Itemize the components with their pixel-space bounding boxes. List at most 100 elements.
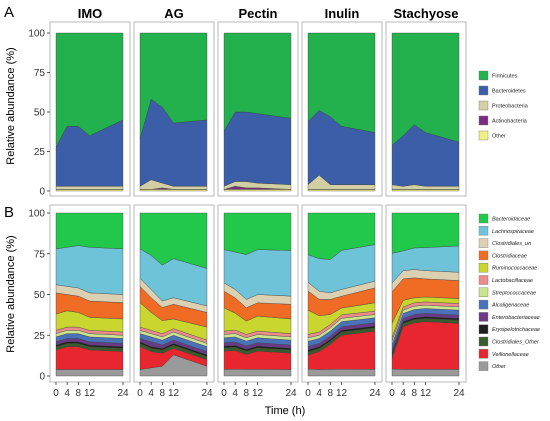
y-tick-b-75: 75 — [34, 249, 46, 260]
x-tick-imo-4: 4 — [64, 388, 70, 399]
legend-swatch-a-proteobacteria — [478, 100, 489, 111]
x-tick-pectin-4: 4 — [232, 388, 238, 399]
legend-label-b-clostridiales-other: Clostridiales_Other — [492, 340, 540, 346]
y-tick-b-0: 0 — [39, 372, 45, 383]
legend-label-b-veillonellaceae: Veillonellaceae — [492, 352, 529, 358]
facet-title-ag: AG — [164, 6, 184, 21]
x-tick-ag-8: 8 — [160, 388, 166, 399]
x-tick-ag-0: 0 — [137, 388, 143, 399]
facet-title-imo: IMO — [78, 6, 103, 21]
facet-title-pectin: Pectin — [238, 6, 277, 21]
area-a-stachyose-other — [391, 189, 460, 192]
y-tick-a-75: 75 — [34, 68, 46, 79]
panel-b: 0 4 8 12 24 0 4 8 12 24 0 4 8 12 24 0 4 8 12 24 0 4 8 12 2402550… — [28, 204, 467, 399]
area-b-stachyose-other — [391, 368, 460, 377]
x-tick-inulin-4: 4 — [316, 388, 322, 399]
legend-swatch-b-erysipelotrichaceae — [478, 324, 489, 334]
legend-swatch-b-bacteroidaceae — [478, 213, 489, 224]
legend-label-b-erysipelotrichaceae: Erysipelotrichaceae — [492, 327, 540, 333]
x-tick-pectin-24: 24 — [285, 388, 297, 399]
panel-label-b: B — [4, 204, 14, 221]
area-a-inulin-other — [307, 189, 376, 192]
area-a-ag-firmicutes — [139, 32, 208, 139]
legend-swatch-b-alcaligenaceae — [478, 299, 489, 310]
x-tick-ag-24: 24 — [201, 388, 213, 399]
y-tick-a-25: 25 — [34, 147, 46, 158]
area-b-imo-bacteroidaceae — [55, 212, 124, 250]
legend-swatch-b-ruminococcaceae — [478, 263, 489, 273]
facet-title-stachyose: Stachyose — [393, 6, 458, 21]
legend-swatch-b-lactobacillaceae — [478, 275, 489, 285]
area-b-inulin-bacteroidaceae — [307, 212, 376, 260]
x-tick-stachyose-12: 12 — [420, 388, 432, 399]
area-a-imo-firmicutes — [55, 32, 124, 147]
x-tick-inulin-12: 12 — [336, 388, 348, 399]
legend-label-a-proteobacteria: Proteobacteria — [492, 104, 529, 110]
y-tick-b-100: 100 — [28, 209, 45, 220]
legend-label-a-firmicutes: Firmicutes — [492, 74, 518, 80]
x-tick-imo-8: 8 — [76, 388, 82, 399]
x-tick-ag-4: 4 — [148, 388, 154, 399]
x-tick-inulin-8: 8 — [328, 388, 334, 399]
x-tick-stachyose-8: 8 — [412, 388, 418, 399]
x-tick-pectin-0: 0 — [221, 388, 227, 399]
x-tick-stachyose-0: 0 — [389, 388, 395, 399]
y-tick-a-100: 100 — [28, 29, 45, 40]
legend-label-b-alcaligenaceae: Alcaligenaceae — [491, 303, 529, 309]
y-tick-b-25: 25 — [34, 331, 46, 342]
legend-swatch-b-streptococcaceae — [478, 287, 489, 297]
y-tick-a-0: 0 — [39, 187, 45, 198]
legend-swatch-b-lachnospiraceae — [478, 226, 489, 236]
x-tick-imo-12: 12 — [84, 388, 96, 399]
x-tick-pectin-8: 8 — [244, 388, 250, 399]
legend-swatch-b-enterobacteriaceae — [478, 312, 489, 322]
legend-label-b-lachnospiraceae: Lachnospiraceae — [492, 229, 534, 235]
legend-swatch-b-other — [478, 361, 489, 371]
x-tick-inulin-0: 0 — [305, 388, 311, 399]
legend-b: Bacteroidaceae Lachnospiraceae Clostridial… — [478, 213, 540, 371]
legend-swatch-a-firmicutes — [478, 70, 489, 81]
facet-titles: IMO AG Pectin Inulin Stachyose — [78, 6, 459, 21]
legend-swatch-b-clostridiales-other — [478, 336, 489, 347]
area-b-ag-bacteroidaceae — [139, 212, 208, 269]
area-a-stachyose-firmicutes — [391, 32, 460, 146]
area-a-pectin-firmicutes — [223, 32, 292, 132]
legend-label-a-actinobacteria: Actinobacteria — [492, 119, 528, 125]
area-a-inulin-firmicutes — [307, 32, 376, 133]
legend-label-b-clostridiaceae: Clostridiaceae — [492, 253, 527, 259]
legend-label-b-enterobacteriaceae: Enterobacteriaceae — [492, 315, 540, 321]
area-a-pectin-other — [223, 189, 292, 192]
facet-title-inulin: Inulin — [325, 6, 360, 21]
area-a-pectin-bacteroidetes — [223, 111, 292, 187]
legend-label-b-bacteroidaceae: Bacteroidaceae — [492, 217, 530, 223]
legend-label-b-streptococcaceae: Streptococcaceae — [492, 290, 536, 296]
legend-swatch-a-other — [478, 130, 489, 141]
legend-label-b-other: Other — [492, 364, 507, 370]
legend-label-b-lactobacillaceae: Lactobacillaceae — [492, 278, 533, 284]
x-tick-stachyose-4: 4 — [400, 388, 406, 399]
x-tick-stachyose-24: 24 — [453, 388, 465, 399]
x-tick-ag-12: 12 — [168, 388, 180, 399]
area-b-pectin-bacteroidaceae — [223, 212, 292, 255]
panel-label-a: A — [4, 4, 14, 21]
x-axis-title: Time (h) — [265, 405, 306, 417]
legend-label-a-bacteroidetes: Bacteroidetes — [492, 89, 526, 95]
x-tick-inulin-24: 24 — [369, 388, 381, 399]
area-a-imo-proteobacteria — [55, 186, 124, 190]
legend-swatch-b-veillonellaceae — [478, 349, 489, 359]
area-b-imo-other — [55, 369, 124, 377]
legend-swatch-a-actinobacteria — [478, 115, 489, 126]
area-b-pectin-veillonellaceae — [223, 350, 292, 370]
x-tick-imo-24: 24 — [117, 388, 129, 399]
legend-swatch-b-clostridiaceae — [478, 250, 489, 261]
area-b-stachyose-bacteroidaceae — [391, 212, 460, 254]
legend-label-b-ruminococcaceae: Ruminococcaceae — [492, 266, 537, 272]
legend-label-a-other: Other — [492, 134, 506, 140]
y-axis-title-a: Relative abundance (%) — [5, 47, 17, 164]
area-a-ag-other — [139, 189, 208, 192]
area-b-inulin-other — [307, 368, 376, 377]
legend-label-b-clostridiales-un: Clostridiales_un — [492, 241, 531, 247]
x-tick-imo-0: 0 — [53, 388, 59, 399]
x-tick-pectin-12: 12 — [252, 388, 264, 399]
